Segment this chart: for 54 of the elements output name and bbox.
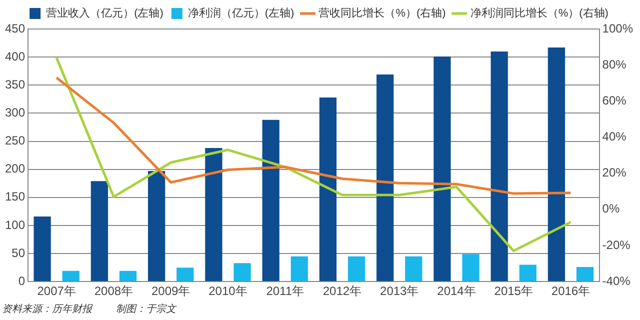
x-tick-label: 2015年 — [494, 284, 533, 298]
y2-tick-label: 0% — [602, 202, 620, 216]
legend-label: 净利润同比增长（%）(右轴) — [470, 6, 608, 20]
bar — [90, 181, 108, 282]
bar — [234, 263, 251, 282]
y-tick-label: 50 — [12, 246, 26, 260]
x-tick-label: 2007年 — [37, 284, 76, 298]
legend-label: 营业收入（亿元）(左轴) — [46, 6, 164, 20]
bar — [119, 270, 137, 282]
y-tick-label: 100 — [4, 218, 26, 232]
x-tick-label: 2009年 — [151, 284, 190, 298]
bar — [205, 148, 222, 282]
legend-label: 营收同比增长（%）(右轴) — [318, 6, 446, 20]
bar — [405, 256, 422, 282]
y-tick-label: 350 — [4, 77, 26, 92]
bar — [319, 97, 337, 282]
y2-tick-label: 60% — [602, 93, 627, 108]
x-tick-label: 2008年 — [94, 284, 134, 298]
bar — [548, 48, 566, 282]
y-tick-label: 400 — [4, 49, 26, 64]
x-tick-label: 2013年 — [380, 284, 419, 298]
text: 资料来源：历年财报 — [2, 304, 92, 315]
y-tick-label: 0 — [18, 274, 26, 288]
bar — [376, 74, 394, 282]
y-tick-label: 200 — [4, 162, 26, 176]
legend-label: 净利润（亿元）(左轴) — [188, 6, 294, 20]
y2-tick-label: 80% — [602, 57, 627, 72]
bar — [519, 264, 536, 282]
y2-tick-label: 40% — [602, 130, 627, 144]
x-tick-label: 2012年 — [322, 284, 362, 298]
y-tick-label: 300 — [4, 106, 26, 120]
bar — [290, 256, 308, 282]
bar — [434, 56, 451, 282]
x-tick-label: 2016年 — [551, 284, 590, 298]
bar — [148, 171, 166, 282]
y2-tick-label: 100% — [602, 21, 634, 36]
x-tick-label: 2014年 — [437, 284, 476, 298]
bar — [34, 216, 51, 282]
x-tick-label: 2011年 — [266, 284, 304, 298]
bar — [348, 256, 366, 282]
y-tick-label: 450 — [4, 21, 26, 36]
y2-tick-label: 20% — [602, 166, 627, 180]
x-tick-label: 2010年 — [208, 284, 248, 298]
text: 制图：于宗文 — [116, 304, 176, 315]
bar — [262, 120, 280, 282]
y2-tick-label: -20% — [602, 238, 631, 252]
bar — [576, 267, 594, 282]
y-tick-label: 250 — [4, 134, 26, 148]
y-tick-label: 150 — [4, 190, 26, 204]
bar — [490, 51, 508, 282]
bar — [176, 268, 194, 282]
bar — [62, 270, 80, 282]
y2-tick-label: -40% — [602, 274, 631, 288]
bar — [462, 254, 480, 282]
